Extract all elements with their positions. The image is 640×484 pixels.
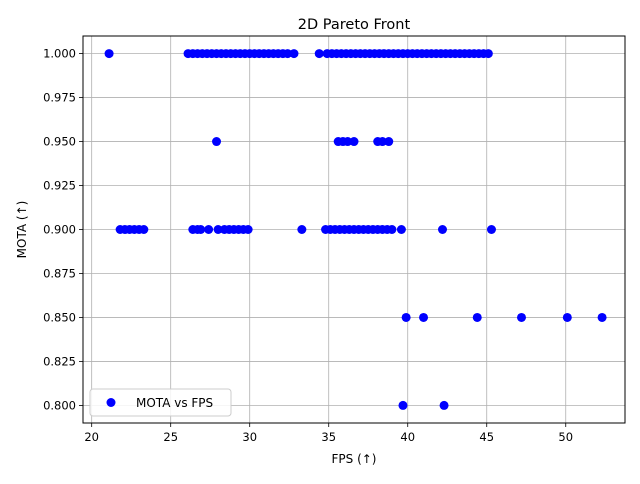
chart-title: 2D Pareto Front	[298, 17, 411, 33]
legend: MOTA vs FPS	[89, 388, 232, 417]
data-point	[104, 49, 114, 59]
y-tick-label: 0.850	[43, 310, 76, 324]
data-point	[439, 400, 449, 410]
y-tick-label: 0.975	[43, 91, 76, 105]
y-tick-label: 0.900	[43, 223, 76, 237]
data-point	[243, 225, 253, 234]
x-tick-label: 50	[558, 430, 573, 444]
data-point	[212, 137, 222, 147]
y-tick-label: 1.000	[43, 47, 76, 61]
x-tick-label: 25	[163, 430, 178, 444]
data-point	[384, 137, 394, 147]
data-point	[289, 49, 299, 59]
data-point	[213, 225, 223, 234]
points-layer	[104, 49, 607, 410]
legend-label: MOTA vs FPS	[136, 396, 213, 410]
y-tick-label: 0.950	[43, 135, 76, 149]
y-axis-label: MOTA (↑)	[15, 201, 29, 259]
data-point	[396, 225, 406, 234]
data-point	[437, 225, 447, 234]
data-point	[196, 225, 206, 234]
data-point	[297, 225, 307, 234]
data-point	[597, 312, 607, 322]
x-tick-label: 45	[479, 430, 494, 444]
data-point	[472, 312, 482, 322]
data-point	[401, 312, 411, 322]
x-tick-label: 30	[242, 430, 257, 444]
x-tick-label: 35	[321, 430, 336, 444]
x-axis-label: FPS (↑)	[332, 452, 377, 466]
legend-marker	[106, 398, 116, 407]
data-point	[343, 137, 353, 147]
data-point	[387, 225, 397, 234]
data-point	[483, 49, 493, 59]
y-tick-label: 0.925	[43, 179, 76, 193]
data-point	[562, 312, 572, 322]
y-tick-label: 0.800	[43, 398, 76, 412]
data-point	[486, 225, 496, 234]
data-point	[283, 49, 293, 59]
data-point	[377, 137, 387, 147]
data-point	[314, 49, 324, 59]
y-ticks-layer: 0.800 0.825 0.850 0.875 0.900 0.925 0.950 0.975…	[43, 47, 83, 412]
data-point	[139, 225, 149, 234]
x-tick-label: 20	[84, 430, 99, 444]
x-tick-label: 40	[400, 430, 415, 444]
data-point	[204, 225, 214, 234]
data-point	[349, 137, 359, 147]
x-ticks-layer: 20 25 30 35 40 45 50	[84, 423, 573, 444]
data-point	[419, 312, 429, 322]
data-point	[398, 400, 408, 410]
legend-box	[89, 388, 232, 417]
data-point	[516, 312, 526, 322]
y-tick-label: 0.825	[43, 354, 76, 368]
y-tick-label: 0.875	[43, 266, 76, 280]
